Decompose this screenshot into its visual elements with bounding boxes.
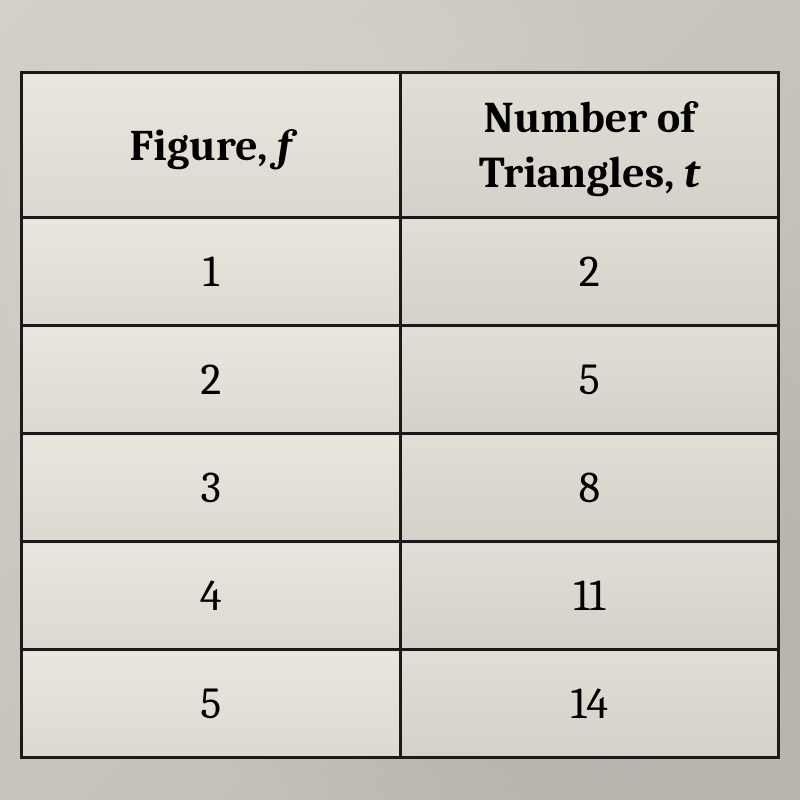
header-figure: Figure, f [22, 73, 401, 218]
cell-figure: 4 [22, 542, 401, 650]
cell-figure: 5 [22, 650, 401, 758]
cell-triangles: 14 [400, 650, 779, 758]
cell-triangles: 8 [400, 434, 779, 542]
header-figure-label: Figure, [130, 120, 278, 171]
cell-triangles: 5 [400, 326, 779, 434]
header-triangles: Number of Triangles, t [400, 73, 779, 218]
table-row: 4 11 [22, 542, 779, 650]
data-table: Figure, f Number of Triangles, t 1 2 2 5… [20, 71, 780, 759]
cell-figure: 3 [22, 434, 401, 542]
table-row: 2 5 [22, 326, 779, 434]
table-row: 1 2 [22, 218, 779, 326]
header-row: Figure, f Number of Triangles, t [22, 73, 779, 218]
header-figure-variable: f [277, 120, 292, 171]
header-triangles-line2: Triangles, [479, 147, 684, 198]
header-triangles-variable: t [684, 147, 699, 198]
cell-triangles: 11 [400, 542, 779, 650]
cell-figure: 1 [22, 218, 401, 326]
header-triangles-line1: Number of [484, 92, 695, 143]
cell-triangles: 2 [400, 218, 779, 326]
cell-figure: 2 [22, 326, 401, 434]
table-container: Figure, f Number of Triangles, t 1 2 2 5… [20, 71, 780, 759]
table-row: 5 14 [22, 650, 779, 758]
table-row: 3 8 [22, 434, 779, 542]
